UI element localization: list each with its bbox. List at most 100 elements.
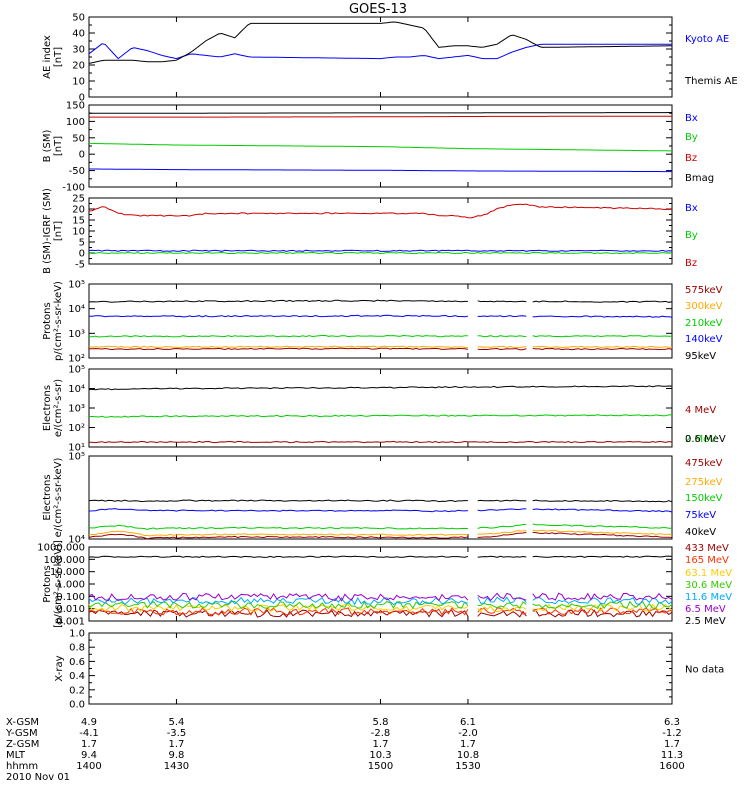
- series-line-95kev: [532, 300, 673, 303]
- y-tick-label: 5: [79, 238, 85, 249]
- series-line-140kev: [532, 315, 673, 318]
- panel-frame: [88, 16, 673, 98]
- series-line-40kev: [88, 499, 468, 503]
- x-axis-value: 6.3: [664, 717, 680, 728]
- series-line-11-6-mev: [88, 596, 468, 606]
- series-line-75kev: [532, 508, 673, 513]
- y-axis-label: AE index: [42, 35, 53, 79]
- legend-150kev: 150keV: [685, 493, 723, 504]
- legend-bmag: Bmag: [685, 173, 714, 184]
- series-line-11-6-mev: [532, 596, 673, 605]
- series-line-4-mev: [88, 440, 673, 444]
- series-line-95kev: [477, 300, 527, 303]
- y-axis-label: [nT]: [53, 47, 64, 67]
- y-axis-label: e/(cm²-s-sr-keV): [53, 458, 64, 538]
- series-line-bx: [88, 249, 673, 252]
- x-axis-value: 5.8: [373, 717, 389, 728]
- legend-bx: Bx: [685, 203, 698, 214]
- legend-275kev: 275keV: [685, 477, 723, 488]
- x-axis-value: 1430: [164, 761, 189, 772]
- legend-themis-ae: Themis AE: [684, 76, 738, 87]
- plot-title: GOES-13: [349, 2, 407, 17]
- y-tick-label: 10³: [68, 404, 85, 415]
- legend-bz: Bz: [685, 258, 697, 269]
- y-axis-label: X-ray: [54, 655, 65, 681]
- legend-kyoto-ae: Kyoto AE: [685, 34, 729, 45]
- series-line-210kev: [477, 335, 527, 338]
- legend-433-mev: 433 MeV: [685, 543, 729, 554]
- legend-11-6-mev: 11.6 MeV: [685, 592, 732, 603]
- series-line-0-6-mev: [89, 385, 673, 391]
- series-line-95kev: [88, 299, 468, 303]
- series-line-by: [88, 251, 673, 255]
- y-axis-label: p/(cm²-s-sr-keV): [53, 281, 64, 361]
- x-axis-value: 9.8: [168, 750, 184, 761]
- series-line-6-5-mev: [88, 592, 469, 602]
- y-axis-label: e/(cm²-s-sr): [53, 379, 64, 437]
- y-tick-label: 30: [72, 45, 85, 56]
- y-axis-label: [nT]: [53, 221, 64, 241]
- date-label: 2010 Nov 01: [6, 772, 70, 783]
- y-tick-label: 0: [79, 249, 85, 260]
- y-tick-label: 10⁵: [68, 365, 85, 376]
- y-tick-label: 0.0: [69, 700, 85, 711]
- y-tick-label: 25: [72, 194, 85, 205]
- legend-0-6-mev: 0.6 MeV: [685, 434, 726, 445]
- series-line-63-1-mev: [88, 604, 469, 613]
- x-axis-value: 1530: [455, 761, 480, 772]
- no-data-annotation: No data: [685, 665, 724, 676]
- series-line-150kev: [477, 523, 527, 529]
- series-line-30-6-mev: [532, 600, 673, 610]
- x-axis-value: -2.8: [371, 728, 391, 739]
- y-axis-label: Electrons: [42, 385, 53, 431]
- series-line-475kev: [532, 531, 673, 539]
- series-line-bmag: [89, 112, 672, 114]
- y-tick-label: 0.6: [69, 657, 85, 668]
- series-line-6-5-mev: [477, 592, 527, 602]
- series-line-575kev: [532, 347, 673, 351]
- legend-40kev: 40keV: [685, 527, 716, 538]
- y-tick-label: -100: [62, 183, 85, 194]
- x-axis-value: -1.2: [662, 728, 682, 739]
- series-line-575kev: [477, 347, 527, 351]
- series-line-165-mev: [88, 607, 469, 616]
- y-tick-label: 0.001: [56, 617, 85, 628]
- legend-165-mev: 165 MeV: [685, 555, 729, 566]
- series-line-bz: [89, 115, 672, 118]
- y-tick-label: 0.010: [56, 604, 85, 615]
- legend-bz: Bz: [685, 153, 697, 164]
- series-line-bx: [89, 168, 672, 173]
- legend-6-5-mev: 6.5 MeV: [685, 604, 726, 615]
- y-tick-label: 10²: [68, 423, 85, 434]
- y-tick-label: 1.000: [56, 580, 85, 591]
- y-tick-label: 50: [72, 133, 85, 144]
- y-tick-label: 10.000: [50, 567, 85, 578]
- series-line-63-1-mev: [477, 605, 527, 613]
- series-line-433-mev: [532, 609, 673, 618]
- x-axis-value: -2.0: [458, 728, 478, 739]
- series-line-275kev: [477, 530, 527, 535]
- y-tick-label: 10: [72, 77, 85, 88]
- x-axis-value: 1.7: [168, 739, 184, 750]
- y-tick-label: 0: [79, 93, 85, 104]
- x-axis-value: 1500: [368, 761, 393, 772]
- y-tick-label: 10⁵: [68, 452, 85, 463]
- series-line-475kev: [88, 533, 469, 540]
- series-line-2-5-mev: [477, 555, 527, 558]
- y-axis-label: B (SM): [42, 129, 53, 162]
- legend-by: By: [685, 132, 698, 143]
- y-tick-label: 1.0: [69, 629, 85, 640]
- legend-95kev: 95keV: [685, 351, 716, 362]
- x-axis-value: 1.7: [664, 739, 680, 750]
- y-tick-label: 100: [66, 117, 85, 128]
- series-line-40kev: [477, 499, 527, 502]
- y-tick-label: 40: [72, 29, 85, 40]
- y-tick-label: 100.000: [44, 555, 85, 566]
- x-axis-group: X-GSM 4.9 5.4 5.8 6.1 6.3 Y-GSM -4.1 -3.5 -2.8 -2.…: [5, 717, 685, 783]
- panel-1: 0 10 20 30 40 50 AE index [nT] Kyoto AE Themis AE: [42, 13, 738, 104]
- x-axis-value: 9.4: [81, 750, 97, 761]
- legend-63-1-mev: 63.1 MeV: [685, 568, 732, 579]
- series-line-165-mev: [532, 607, 673, 615]
